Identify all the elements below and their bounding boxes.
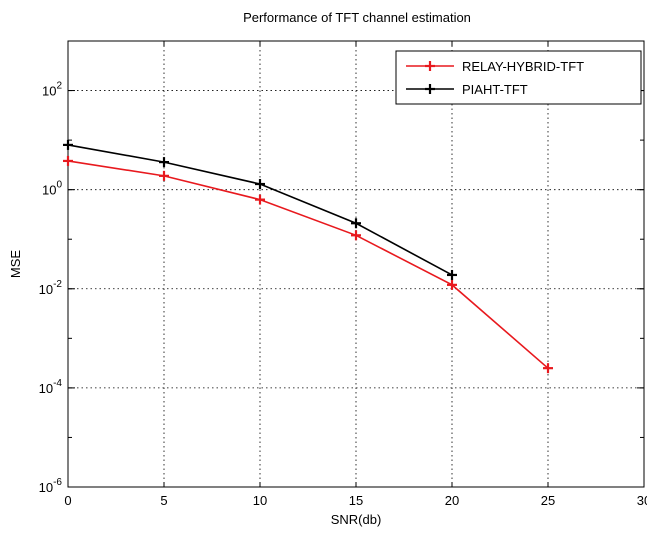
data-point-marker <box>63 139 73 150</box>
legend-entry: PIAHT-TFT <box>406 82 528 97</box>
data-point-marker <box>63 155 73 166</box>
data-point-marker <box>255 179 265 190</box>
y-tick-exponent: -4 <box>53 378 62 389</box>
y-tick-base: 10 <box>42 183 56 198</box>
x-axis-label: SNR(db) <box>331 512 382 527</box>
series-relay-hybrid-tft <box>63 155 553 374</box>
data-point-marker <box>425 61 435 71</box>
series-line <box>67 160 549 369</box>
data-point-marker <box>425 84 435 94</box>
y-tick-base: 10 <box>39 480 53 495</box>
series-group <box>63 139 553 374</box>
x-tick-label: 10 <box>253 493 267 508</box>
x-tick-label: 5 <box>160 493 167 508</box>
data-point-marker <box>351 218 361 229</box>
legend-entry: RELAY-HYBRID-TFT <box>406 59 584 74</box>
y-tick-label: 10-2 <box>39 279 63 297</box>
y-tick-exponent: -6 <box>53 477 62 488</box>
y-tick-label: 10-6 <box>39 477 63 495</box>
y-tick-exponent: 2 <box>56 81 62 92</box>
x-tick-label: 25 <box>541 493 555 508</box>
data-point-marker <box>447 269 457 280</box>
y-tick-label: 102 <box>42 81 62 99</box>
y-tick-exponent: 0 <box>56 180 62 191</box>
series-piaht-tft <box>63 139 457 280</box>
y-tick-label: 10-4 <box>39 378 63 396</box>
x-tick-label: 20 <box>445 493 459 508</box>
y-tick-exponent: -2 <box>53 279 62 290</box>
x-tick-label: 0 <box>64 493 71 508</box>
legend: RELAY-HYBRID-TFT PIAHT-TFT <box>395 50 642 105</box>
data-point-marker <box>255 194 265 205</box>
legend-label: RELAY-HYBRID-TFT <box>462 59 584 74</box>
y-axis-label: MSE <box>8 250 23 279</box>
legend-box <box>395 50 642 105</box>
y-tick-base: 10 <box>39 381 53 396</box>
grid <box>68 41 644 487</box>
y-tick-base: 10 <box>42 84 56 99</box>
data-point-marker <box>159 170 169 181</box>
x-tick-label: 15 <box>349 493 363 508</box>
chart-title: Performance of TFT channel estimation <box>243 10 471 25</box>
legend-label: PIAHT-TFT <box>462 82 528 97</box>
data-point-marker <box>447 279 457 290</box>
data-point-marker <box>351 230 361 241</box>
y-tick-base: 10 <box>39 282 53 297</box>
data-point-marker <box>159 157 169 168</box>
y-tick-label: 100 <box>42 180 62 198</box>
x-tick-label: 30 <box>637 493 647 508</box>
data-point-marker <box>543 363 553 374</box>
